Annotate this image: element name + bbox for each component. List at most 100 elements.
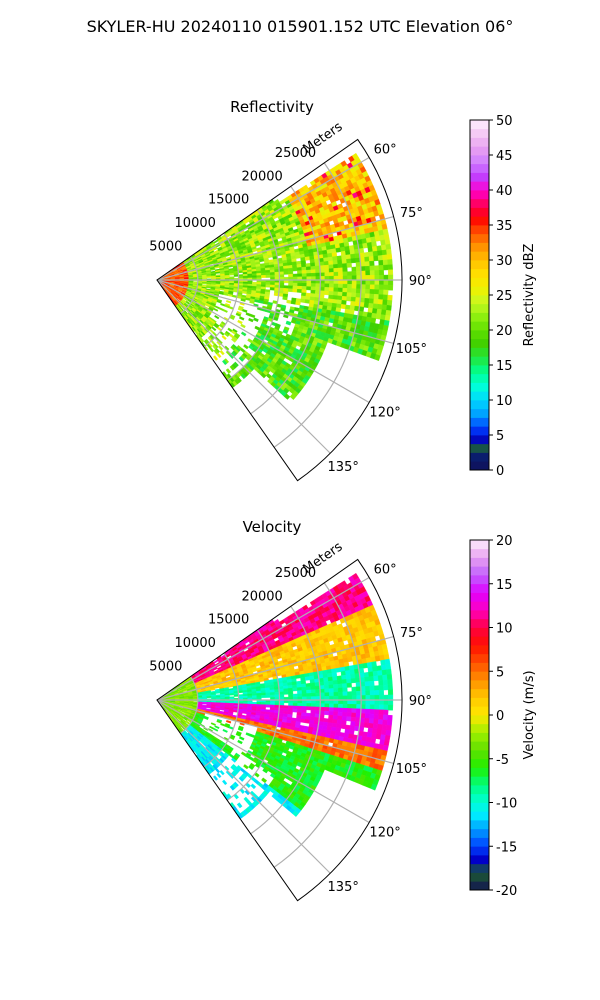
data-cell xyxy=(233,694,239,697)
data-cell xyxy=(387,684,393,691)
data-cell xyxy=(356,704,362,710)
data-cell xyxy=(238,316,245,321)
data-cell xyxy=(332,295,339,301)
data-cell xyxy=(260,692,267,696)
data-cell xyxy=(383,233,390,241)
radial-axis-label: Meters xyxy=(300,119,345,157)
data-cell xyxy=(350,678,357,684)
data-cell xyxy=(356,275,362,281)
data-cell xyxy=(369,709,375,715)
data-cell xyxy=(369,270,375,276)
data-cell xyxy=(289,393,297,400)
data-cell xyxy=(225,368,232,374)
data-cell xyxy=(387,259,393,266)
data-cell xyxy=(295,674,301,679)
data-cell xyxy=(269,692,276,696)
colorbar-swatch xyxy=(470,461,489,471)
data-cell xyxy=(341,674,347,680)
data-cell xyxy=(372,303,379,310)
data-cell xyxy=(350,673,356,680)
data-cell xyxy=(323,684,330,690)
azimuth-tick-label: 105° xyxy=(396,342,427,357)
colorbar-swatch xyxy=(470,155,489,165)
data-cells xyxy=(156,152,394,400)
data-cell xyxy=(369,685,375,691)
data-cell xyxy=(315,272,321,277)
sector-outline xyxy=(156,138,403,482)
data-cell xyxy=(379,699,385,706)
data-cell xyxy=(350,296,357,302)
azimuth-tick-label: 60° xyxy=(374,142,397,157)
data-cell xyxy=(301,709,307,714)
data-cell xyxy=(301,266,307,271)
data-cell xyxy=(347,699,353,705)
colorbar-swatch xyxy=(470,400,489,410)
data-cell xyxy=(333,287,339,293)
data-cell xyxy=(333,687,339,693)
data-cell xyxy=(283,691,289,695)
data-cell xyxy=(237,319,243,325)
data-cell xyxy=(341,259,348,265)
data-cell xyxy=(283,268,289,272)
data-cell xyxy=(332,679,339,685)
data-cell xyxy=(378,684,384,691)
data-cell xyxy=(337,263,343,269)
azimuth-spoke xyxy=(156,279,370,404)
data-cell xyxy=(214,315,220,320)
data-cell xyxy=(382,714,389,721)
data-cell xyxy=(229,273,235,276)
data-cell xyxy=(336,675,343,681)
data-cell xyxy=(342,711,348,717)
data-cell xyxy=(300,718,306,724)
data-cell xyxy=(350,720,356,727)
azimuth-tick-label: 90° xyxy=(409,274,432,289)
data-cell xyxy=(288,705,294,710)
data-cell xyxy=(377,299,384,305)
data-cell xyxy=(387,714,393,721)
data-cell xyxy=(365,695,371,701)
data-cell xyxy=(265,692,271,696)
data-cell xyxy=(340,670,347,676)
data-cell xyxy=(365,704,371,710)
data-cell xyxy=(287,288,294,293)
data-cell xyxy=(265,704,271,708)
data-cell xyxy=(387,284,394,291)
data-cell xyxy=(342,279,348,285)
data-cell xyxy=(270,274,276,278)
data-cell xyxy=(369,260,375,267)
data-cell xyxy=(387,294,393,301)
data-cell xyxy=(328,287,335,292)
data-cell xyxy=(372,670,379,677)
data-cell xyxy=(335,667,342,673)
data-cell xyxy=(373,718,379,725)
data-cell xyxy=(290,300,297,305)
data-cell xyxy=(220,303,226,307)
data-cell xyxy=(382,294,389,301)
colorbar-swatch xyxy=(470,242,489,252)
colorbar-tick-label: 30 xyxy=(496,254,513,269)
data-cell xyxy=(306,269,312,274)
data-cell xyxy=(386,254,393,261)
data-cell xyxy=(365,284,371,290)
data-cell xyxy=(301,689,307,694)
data-cell xyxy=(351,266,357,272)
radial-tick-label: 20000 xyxy=(241,169,282,184)
data-cell xyxy=(369,284,375,290)
data-cell xyxy=(342,707,348,713)
data-cell xyxy=(337,267,344,273)
data-cell xyxy=(379,279,385,286)
data-cell xyxy=(338,691,344,697)
colorbar-swatch xyxy=(470,435,489,445)
data-cell xyxy=(269,272,276,276)
data-cell xyxy=(283,393,291,400)
data-cell xyxy=(333,707,339,713)
data-cell xyxy=(342,275,348,281)
data-cell xyxy=(323,257,329,262)
data-cell xyxy=(337,295,343,301)
data-cell xyxy=(240,323,246,329)
colorbar-swatch xyxy=(470,426,489,436)
data-cell xyxy=(337,687,344,693)
data-cell xyxy=(323,290,330,296)
data-cell xyxy=(336,255,343,261)
